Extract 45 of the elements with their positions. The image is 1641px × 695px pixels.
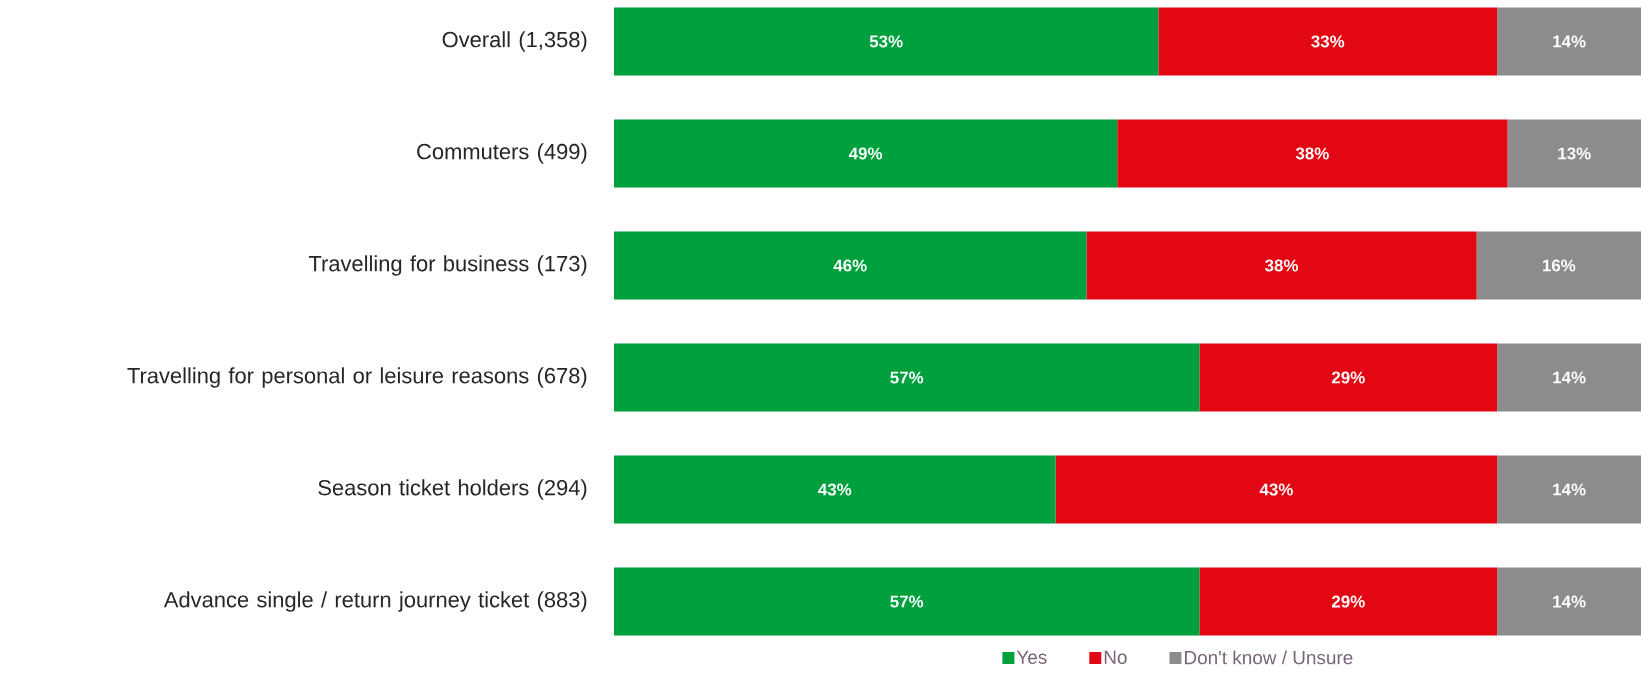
data-label: 53% (869, 35, 903, 48)
data-label: 33% (1311, 35, 1345, 48)
bar (1199, 567, 1498, 636)
bar (614, 567, 1200, 636)
data-label: 14% (1553, 483, 1586, 496)
data-label: 14% (1553, 371, 1586, 384)
bar (1117, 119, 1508, 188)
data-label: 46% (833, 259, 867, 272)
bar (614, 7, 1159, 76)
data-label: 14% (1553, 595, 1586, 608)
legend-label: Yes (1016, 650, 1047, 664)
bar (1476, 231, 1641, 300)
bar (1086, 231, 1477, 300)
data-label: 13% (1558, 147, 1591, 160)
bar (614, 231, 1087, 300)
y-tick-label: Overall (1,358) (442, 31, 587, 52)
data-label: 57% (890, 595, 924, 608)
data-label: 16% (1542, 259, 1576, 272)
data-label: 49% (848, 147, 883, 160)
data-label: 29% (1331, 371, 1365, 384)
bar (614, 343, 1200, 412)
bar (1199, 343, 1498, 412)
bar (1497, 343, 1641, 412)
bar (1158, 7, 1498, 76)
bar (1497, 567, 1641, 636)
bar (1497, 7, 1641, 76)
legend-label: Don't know / Unsure (1185, 650, 1353, 665)
data-label: 43% (818, 483, 852, 496)
y-tick-label: Advance single / return journey ticket (883) (163, 591, 587, 612)
data-label: 38% (1265, 259, 1299, 272)
y-tick-label: Travelling for business (173) (308, 255, 587, 276)
data-label: 57% (890, 371, 924, 384)
data-label: 14% (1553, 35, 1586, 48)
bar (614, 455, 1056, 524)
data-label: 43% (1259, 483, 1293, 496)
y-tick-label: Season ticket holders (294) (318, 479, 587, 500)
y-tick-label: Travelling for personal or leisure reasons (678) (127, 367, 587, 388)
legend-label: No (1104, 650, 1127, 664)
data-label: 29% (1331, 595, 1365, 608)
bar (1055, 455, 1498, 524)
data-label: 38% (1295, 147, 1329, 160)
bar (1507, 119, 1641, 188)
bar (1497, 455, 1641, 524)
y-tick-label: Commuters (499) (417, 143, 587, 164)
bar (614, 119, 1118, 188)
